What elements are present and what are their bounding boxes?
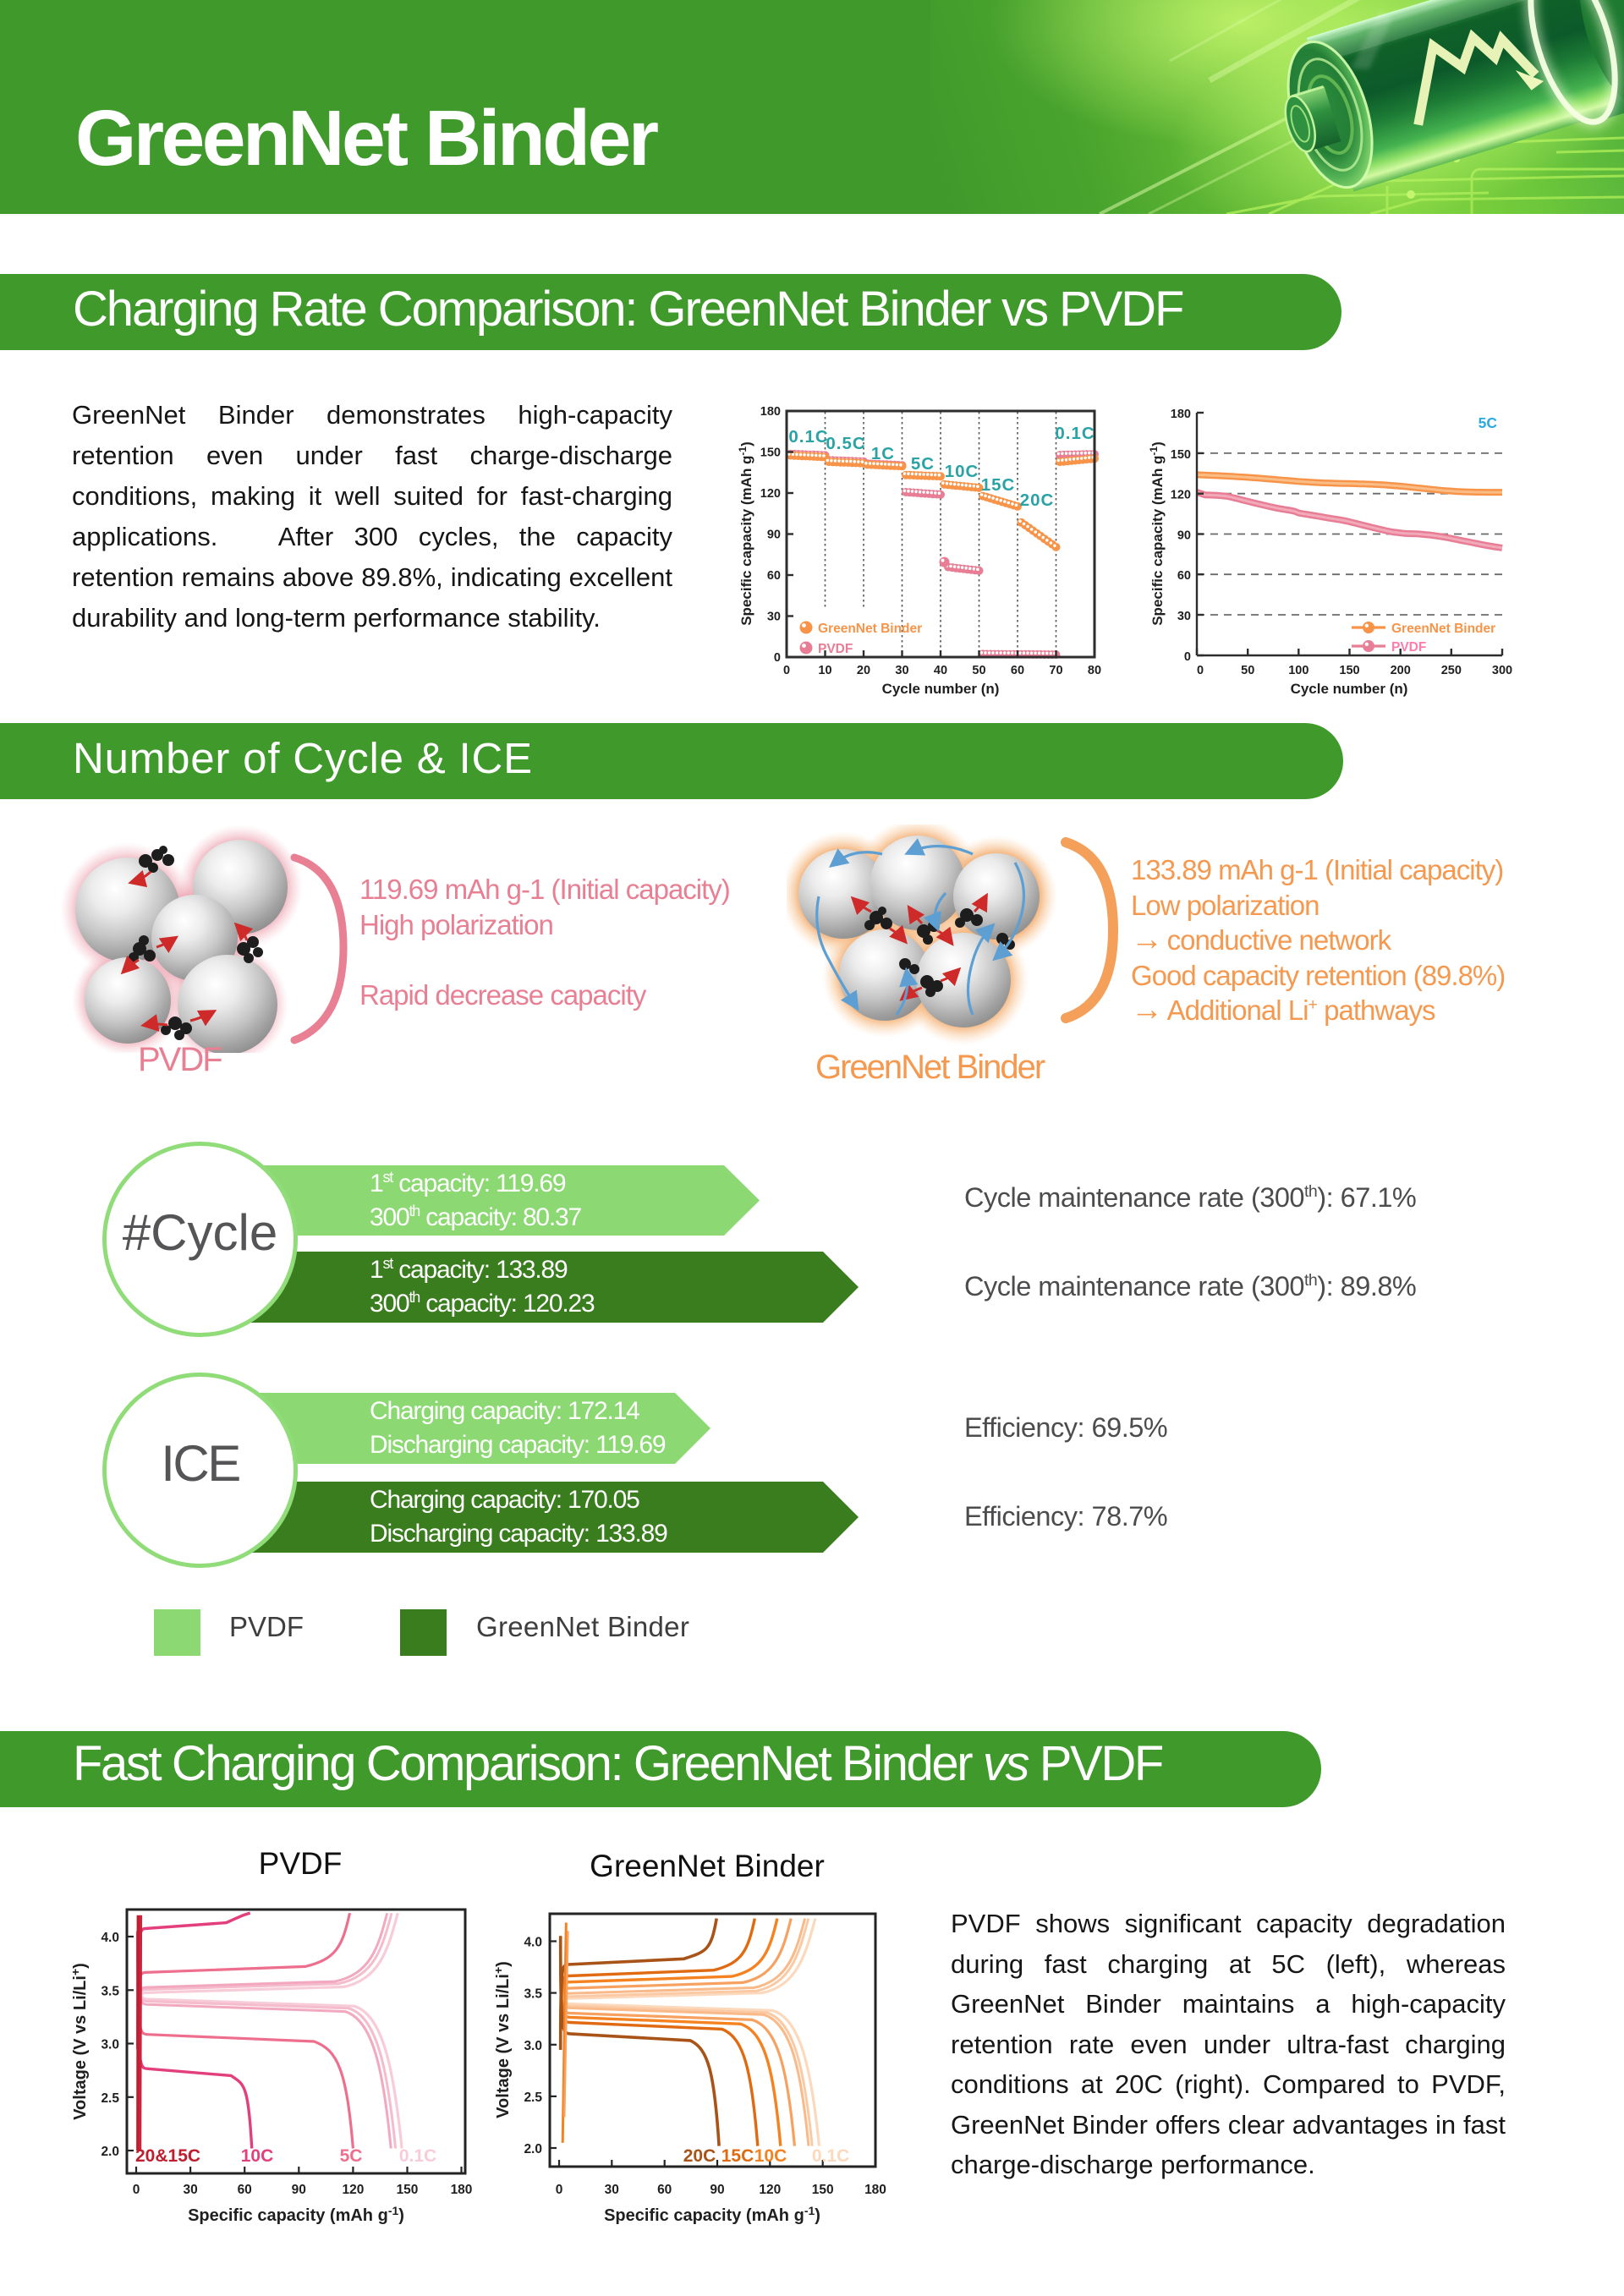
svg-text:Specific capacity (mAh g-1): Specific capacity (mAh g-1) bbox=[188, 2204, 404, 2225]
svg-text:90: 90 bbox=[292, 2183, 306, 2197]
svg-text:Voltage (V vs Li/Li+): Voltage (V vs Li/Li+) bbox=[491, 1961, 513, 2118]
svg-text:15C: 15C bbox=[721, 2146, 754, 2166]
svg-text:1C: 1C bbox=[871, 444, 895, 463]
svg-text:120: 120 bbox=[1171, 489, 1191, 502]
svg-text:150: 150 bbox=[1171, 448, 1191, 462]
svg-text:GreenNet Binder: GreenNet Binder bbox=[1391, 622, 1495, 636]
svg-text:0: 0 bbox=[556, 2183, 563, 2197]
svg-text:30: 30 bbox=[1177, 610, 1191, 623]
svg-text:0.5C: 0.5C bbox=[826, 434, 865, 453]
svg-text:3.0: 3.0 bbox=[101, 2038, 119, 2052]
svg-text:3.0: 3.0 bbox=[524, 2039, 542, 2053]
svg-text:2.5: 2.5 bbox=[101, 2091, 119, 2106]
svg-text:10: 10 bbox=[818, 664, 831, 677]
svg-text:0.1C: 0.1C bbox=[788, 427, 828, 447]
svg-text:PVDF: PVDF bbox=[818, 642, 853, 656]
svg-text:Voltage (V vs Li/Li+): Voltage (V vs Li/Li+) bbox=[69, 1963, 90, 2120]
svg-text:180: 180 bbox=[1171, 408, 1191, 421]
svg-text:30: 30 bbox=[767, 611, 781, 624]
svg-text:Cycle number (n): Cycle number (n) bbox=[882, 681, 1000, 697]
svg-text:GreenNet Binder: GreenNet Binder bbox=[818, 622, 922, 636]
svg-text:300: 300 bbox=[1492, 664, 1512, 677]
svg-text:5C: 5C bbox=[911, 454, 935, 474]
svg-text:0: 0 bbox=[1197, 664, 1204, 677]
svg-text:120: 120 bbox=[342, 2183, 364, 2197]
svg-text:60: 60 bbox=[238, 2183, 252, 2197]
svg-text:30: 30 bbox=[183, 2183, 197, 2197]
svg-text:20C: 20C bbox=[683, 2146, 716, 2166]
svg-text:20&15C: 20&15C bbox=[135, 2146, 200, 2166]
svg-text:150: 150 bbox=[812, 2183, 834, 2197]
svg-text:10C: 10C bbox=[754, 2146, 787, 2166]
svg-text:Specific capacity (mAh g-1): Specific capacity (mAh g-1) bbox=[1148, 441, 1166, 626]
svg-text:50: 50 bbox=[1241, 664, 1254, 677]
svg-text:3.5: 3.5 bbox=[101, 1984, 119, 1998]
svg-text:180: 180 bbox=[864, 2183, 886, 2197]
svg-text:30: 30 bbox=[895, 664, 908, 677]
svg-text:30: 30 bbox=[605, 2183, 619, 2197]
svg-text:0.1C: 0.1C bbox=[1055, 424, 1095, 443]
svg-text:Specific capacity (mAh g-1): Specific capacity (mAh g-1) bbox=[737, 441, 754, 626]
svg-text:0: 0 bbox=[783, 664, 790, 677]
svg-text:90: 90 bbox=[710, 2183, 724, 2197]
svg-text:5C: 5C bbox=[340, 2146, 363, 2166]
svg-text:2.5: 2.5 bbox=[524, 2091, 542, 2105]
svg-text:150: 150 bbox=[1339, 664, 1359, 677]
svg-text:0: 0 bbox=[1184, 650, 1191, 664]
svg-text:60: 60 bbox=[657, 2183, 672, 2197]
svg-text:50: 50 bbox=[972, 664, 985, 677]
svg-text:180: 180 bbox=[451, 2183, 473, 2197]
svg-text:Cycle number (n): Cycle number (n) bbox=[1291, 681, 1408, 697]
svg-text:10C: 10C bbox=[241, 2146, 274, 2166]
svg-text:2.0: 2.0 bbox=[101, 2145, 119, 2159]
svg-text:180: 180 bbox=[760, 405, 781, 419]
svg-text:0.1C: 0.1C bbox=[399, 2146, 436, 2166]
svg-text:0: 0 bbox=[774, 651, 781, 665]
svg-text:4.0: 4.0 bbox=[524, 1936, 542, 1950]
svg-text:100: 100 bbox=[1288, 664, 1309, 677]
svg-text:20C: 20C bbox=[1020, 490, 1055, 510]
svg-text:150: 150 bbox=[397, 2183, 419, 2197]
svg-text:60: 60 bbox=[1011, 664, 1024, 677]
svg-text:40: 40 bbox=[934, 664, 947, 677]
svg-text:80: 80 bbox=[1088, 664, 1101, 677]
svg-text:4.0: 4.0 bbox=[101, 1931, 119, 1945]
svg-text:120: 120 bbox=[760, 487, 781, 501]
svg-text:20: 20 bbox=[857, 664, 870, 677]
svg-text:120: 120 bbox=[759, 2183, 781, 2197]
svg-text:90: 90 bbox=[767, 529, 781, 542]
svg-text:90: 90 bbox=[1177, 529, 1191, 543]
svg-text:60: 60 bbox=[1177, 569, 1191, 583]
svg-text:Specific capacity (mAh g-1): Specific capacity (mAh g-1) bbox=[604, 2204, 820, 2225]
svg-text:200: 200 bbox=[1391, 664, 1411, 677]
svg-text:10C: 10C bbox=[945, 462, 979, 481]
svg-text:15C: 15C bbox=[981, 475, 1016, 495]
svg-text:3.5: 3.5 bbox=[524, 1987, 542, 2002]
svg-text:150: 150 bbox=[760, 447, 781, 460]
svg-text:0.1C: 0.1C bbox=[812, 2146, 849, 2166]
svg-text:70: 70 bbox=[1049, 664, 1062, 677]
svg-text:2.0: 2.0 bbox=[524, 2142, 542, 2156]
svg-text:PVDF: PVDF bbox=[1391, 640, 1426, 655]
svg-text:0: 0 bbox=[133, 2183, 140, 2197]
svg-text:60: 60 bbox=[767, 569, 781, 583]
svg-text:250: 250 bbox=[1441, 664, 1462, 677]
svg-text:5C: 5C bbox=[1479, 414, 1498, 431]
